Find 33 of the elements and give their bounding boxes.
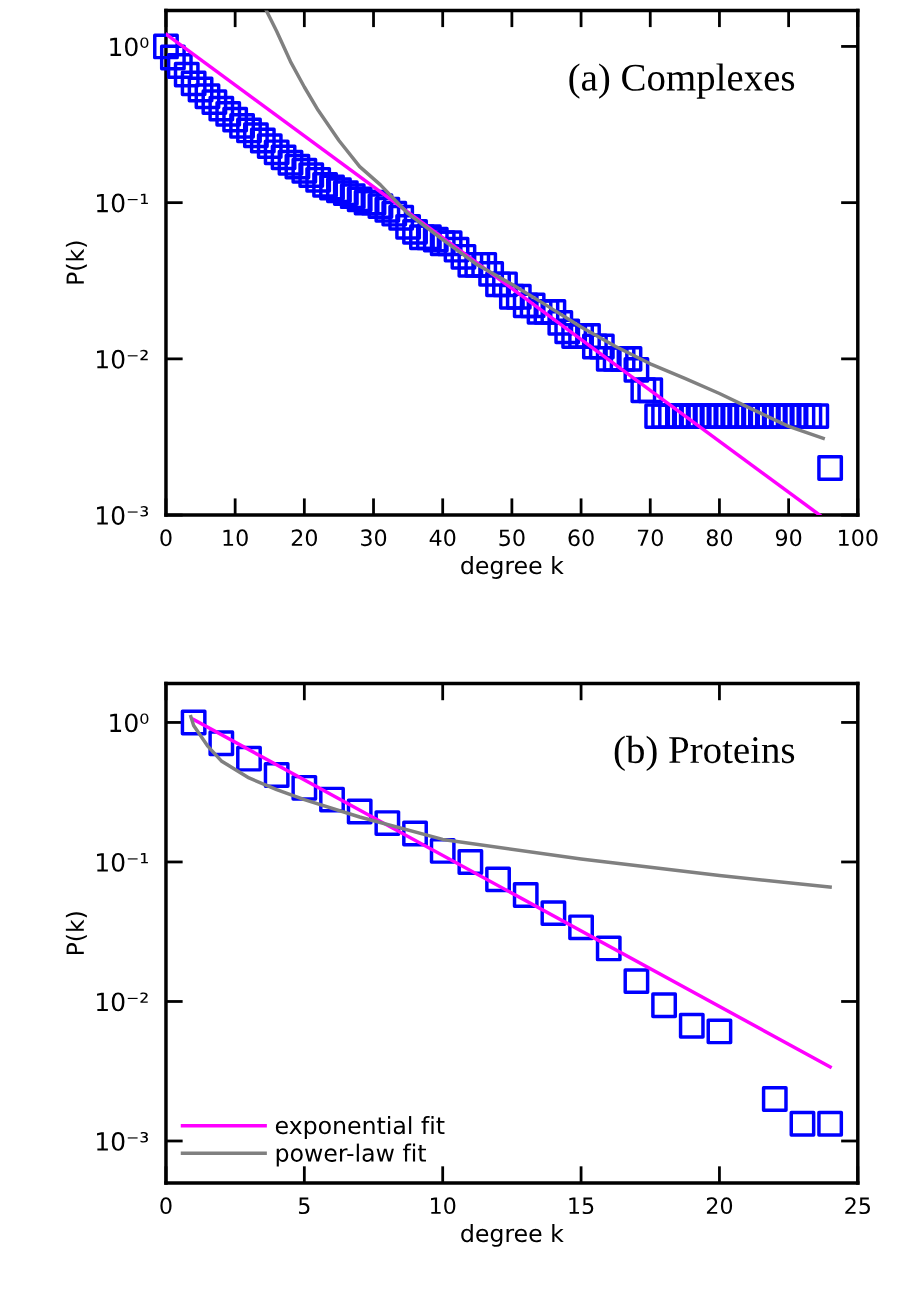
x-tick-label: 0: [160, 1197, 172, 1215]
y-tick-label: 10⁻³: [97, 1131, 149, 1151]
x-tick-label: 20: [706, 1197, 733, 1215]
x-axis-title: degree k: [461, 1223, 564, 1247]
y-tick-label: 10⁰: [110, 713, 149, 733]
x-axis-title: degree k: [461, 556, 564, 579]
x-tick-label: 90: [775, 529, 802, 547]
annotation: (a) Complexes: [569, 63, 795, 99]
x-tick-label: 70: [637, 529, 663, 547]
y-axis-title: P(k): [65, 912, 87, 955]
x-tick-label: 10: [431, 1197, 456, 1215]
x-tick-label: 20: [291, 529, 317, 547]
legend-label: power-law fit: [276, 1143, 426, 1167]
y-tick-label: 10⁻³: [97, 506, 149, 525]
x-tick-label: 10: [223, 529, 248, 547]
x-tick-label: 100: [839, 529, 878, 547]
y-tick-label: 10⁻²: [97, 349, 148, 369]
x-tick-label: 40: [429, 529, 456, 547]
x-tick-label: 50: [499, 529, 525, 547]
x-tick-label: 60: [568, 529, 594, 547]
y-axis-title: P(k): [65, 241, 87, 284]
x-tick-label: 0: [160, 529, 172, 547]
x-tick-label: 30: [361, 529, 387, 547]
y-tick-label: 10⁻²: [97, 992, 148, 1012]
y-tick-label: 10⁰: [110, 37, 149, 57]
x-tick-label: 5: [298, 1197, 310, 1215]
y-tick-label: 10⁻¹: [97, 193, 148, 213]
x-tick-label: 80: [706, 529, 733, 547]
x-tick-label: 25: [845, 1197, 870, 1215]
y-tick-label: 10⁻¹: [97, 852, 148, 872]
legend-label: exponential fit: [275, 1116, 445, 1139]
annotation: (b) Proteins: [614, 735, 795, 772]
x-tick-label: 15: [569, 1197, 594, 1215]
